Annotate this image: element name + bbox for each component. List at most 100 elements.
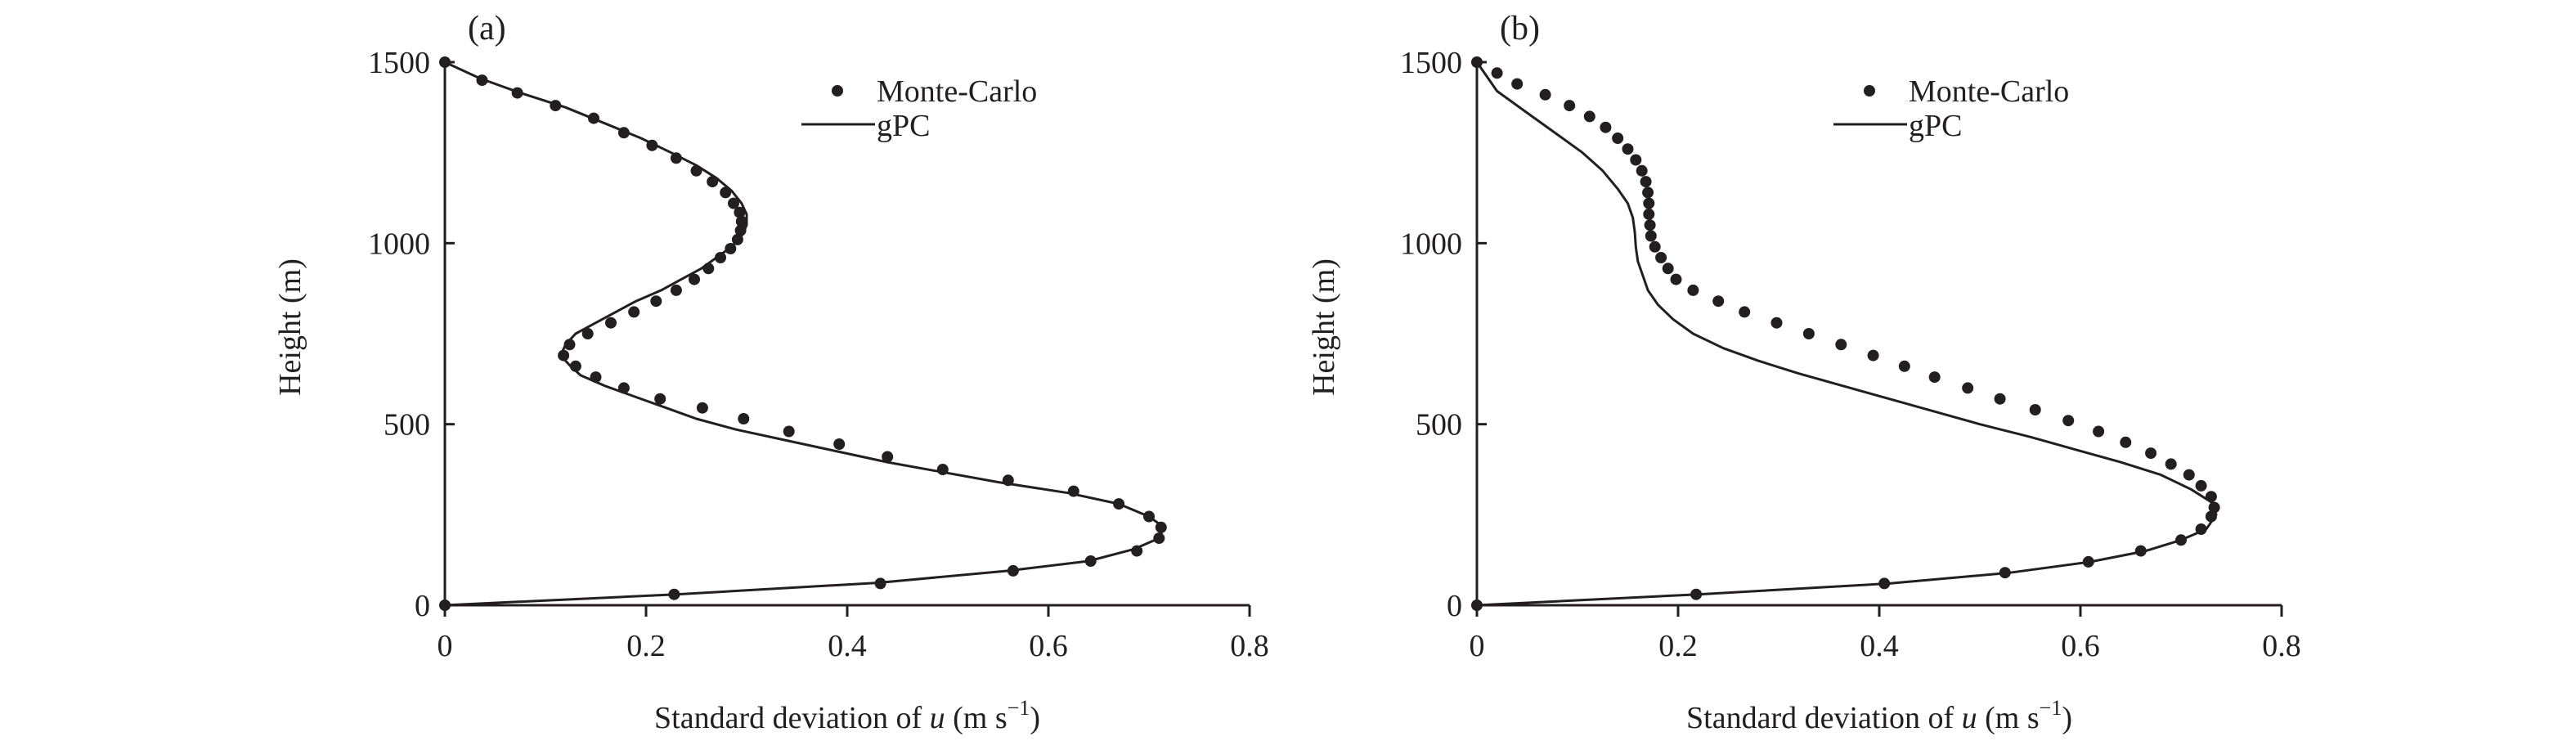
monte-carlo-point: [1928, 371, 1941, 384]
monte-carlo-point: [1649, 240, 1661, 253]
gpc-series: [444, 61, 1165, 607]
monte-carlo-point: [1835, 339, 1847, 351]
monte-carlo-point: [670, 284, 682, 296]
legend-label-gpc: gPC: [877, 109, 930, 143]
legend: Monte-Carlo gPC: [1833, 74, 2069, 143]
monte-carlo-point: [1153, 532, 1165, 545]
y-axis-title: Height (m): [273, 258, 307, 396]
x-axis: 0 0.2 0.4 0.6 0.8: [438, 604, 1269, 663]
monte-carlo-point: [650, 295, 662, 308]
panel-a: (a) 0 500 1000 1500 0 0.2 0.4 0.6 0.8 Height (m…: [273, 10, 1269, 735]
x-tick-label: 0.2: [626, 629, 666, 663]
x-tick-label: 0.6: [2061, 629, 2100, 663]
monte-carlo-point: [734, 206, 746, 218]
monte-carlo-point: [1643, 208, 1655, 220]
monte-carlo-point: [1655, 252, 1667, 263]
monte-carlo-point: [1002, 474, 1014, 487]
monte-carlo-point: [439, 56, 451, 68]
monte-carlo-point: [2205, 491, 2217, 503]
monte-carlo-point: [2165, 458, 2177, 470]
monte-carlo-point: [1644, 219, 1656, 231]
monte-carlo-point: [2062, 415, 2075, 427]
x-tick-label: 0: [1470, 629, 1485, 663]
monte-carlo-point: [581, 328, 594, 339]
x-tick-label: 0.8: [2262, 629, 2301, 663]
panel-label: (a): [468, 10, 506, 47]
monte-carlo-point: [2195, 523, 2207, 535]
monte-carlo-point: [654, 393, 666, 405]
monte-carlo-point: [1662, 263, 1674, 275]
monte-carlo-point: [511, 87, 523, 99]
monte-carlo-point: [1612, 132, 1624, 144]
monte-carlo-point: [1739, 306, 1751, 318]
monte-carlo-point: [2183, 469, 2195, 481]
x-tick-label: 0.2: [1658, 629, 1698, 663]
monte-carlo-point: [1084, 555, 1097, 567]
monte-carlo-point: [1867, 349, 1879, 362]
monte-carlo-point: [731, 233, 743, 245]
monte-carlo-point: [738, 413, 750, 424]
monte-carlo-point: [2029, 404, 2041, 415]
monte-carlo-point: [715, 252, 726, 263]
monte-carlo-point: [670, 152, 682, 164]
monte-carlo-point: [1067, 485, 1079, 497]
monte-carlo-point: [1770, 317, 1783, 329]
y-axis-title: Height (m): [1307, 258, 1341, 396]
x-axis: 0 0.2 0.4 0.6 0.8: [1470, 604, 2301, 663]
gpc-series: [1475, 61, 2218, 607]
y-tick-label: 500: [1416, 408, 1462, 442]
legend-label-monte-carlo: Monte-Carlo: [1909, 74, 2069, 109]
y-tick-label: 1000: [368, 227, 430, 261]
x-tick-label: 0.4: [1860, 629, 1899, 663]
monte-carlo-point: [2093, 425, 2105, 438]
monte-carlo-point: [617, 382, 630, 394]
monte-carlo-point: [1539, 88, 1551, 101]
monte-carlo-point: [728, 197, 739, 209]
monte-carlo-point: [2120, 436, 2132, 448]
x-tick-label: 0.8: [1230, 629, 1269, 663]
monte-carlo-point: [588, 112, 599, 124]
monte-carlo-series: [439, 56, 1167, 611]
monte-carlo-point: [1878, 577, 1891, 590]
legend-label-monte-carlo: Monte-Carlo: [877, 74, 1037, 109]
monte-carlo-point: [1491, 67, 1503, 79]
monte-carlo-point: [725, 243, 737, 254]
x-axis-title: Standard deviation of u (m s−1): [1686, 696, 2072, 735]
legend-marker-icon: [832, 85, 843, 97]
monte-carlo-point: [833, 438, 846, 450]
monte-carlo-point: [1131, 545, 1143, 557]
legend-label-gpc: gPC: [1909, 109, 1962, 143]
monte-carlo-point: [1962, 382, 1974, 394]
monte-carlo-point: [617, 127, 630, 139]
monte-carlo-point: [476, 74, 488, 87]
monte-carlo-point: [1898, 360, 1910, 372]
panel-label: (b): [1500, 10, 1540, 47]
monte-carlo-point: [1511, 78, 1524, 90]
gpc-line: [444, 61, 1165, 607]
monte-carlo-point: [1690, 588, 1703, 600]
monte-carlo-point: [874, 577, 886, 590]
y-tick-label: 0: [415, 589, 430, 623]
monte-carlo-point: [882, 451, 894, 463]
monte-carlo-point: [720, 186, 732, 199]
monte-carlo-point: [558, 349, 570, 362]
monte-carlo-point: [1007, 564, 1019, 577]
monte-carlo-point: [1994, 393, 2006, 405]
monte-carlo-point: [1640, 176, 1652, 188]
legend-marker-icon: [1864, 85, 1875, 97]
monte-carlo-point: [2208, 501, 2220, 514]
monte-carlo-point: [569, 360, 581, 372]
monte-carlo-point: [1643, 197, 1655, 209]
monte-carlo-point: [1802, 328, 1815, 339]
monte-carlo-point: [1630, 154, 1642, 166]
monte-carlo-point: [2175, 534, 2187, 546]
monte-carlo-point: [1143, 510, 1155, 523]
monte-carlo-point: [550, 100, 562, 112]
x-tick-label: 0.4: [828, 629, 867, 663]
x-tick-label: 0: [438, 629, 453, 663]
gpc-line: [1475, 61, 2218, 607]
monte-carlo-point: [1471, 600, 1483, 611]
monte-carlo-point: [2195, 479, 2207, 492]
monte-carlo-point: [563, 339, 576, 351]
